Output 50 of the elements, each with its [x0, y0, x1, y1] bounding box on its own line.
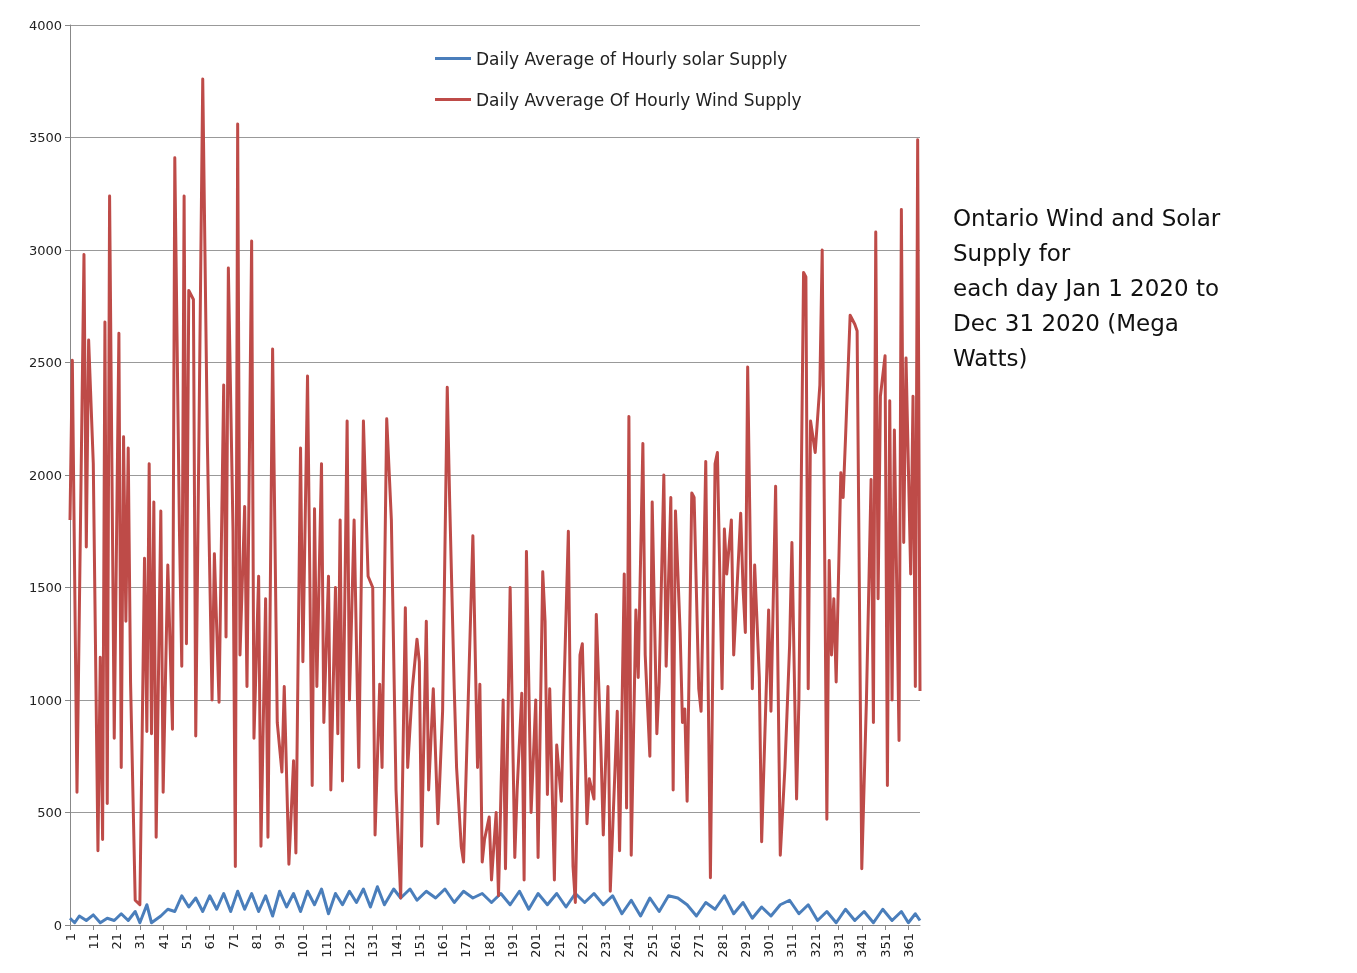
x-tick-label: 31	[132, 933, 148, 950]
y-tick-label: 4000	[28, 17, 62, 33]
x-tick-label: 231	[598, 933, 614, 958]
y-tick-label: 2000	[28, 467, 62, 483]
x-tick-label: 121	[341, 933, 357, 958]
x-tick-label: 51	[178, 933, 194, 950]
y-tick-label: 3000	[28, 242, 62, 258]
y-tick-label: 2500	[28, 355, 62, 370]
y-tick-label: 3500	[28, 130, 62, 145]
x-tick-label: 71	[225, 933, 241, 950]
x-tick-label: 191	[504, 933, 520, 958]
x-tick-label: 61	[202, 933, 218, 950]
x-tick-label: 41	[155, 933, 171, 950]
x-tick-label: 321	[807, 933, 823, 958]
x-tick-label: 211	[551, 933, 567, 958]
x-tick-label: 281	[714, 933, 730, 958]
line-series	[68, 77, 922, 907]
x-tick-label: 311	[784, 933, 800, 958]
x-tick-label: 301	[761, 933, 777, 958]
x-tick-label: 351	[877, 933, 893, 958]
y-tick-label: 0	[53, 917, 62, 933]
x-tick-label: 241	[621, 933, 637, 958]
x-tick-label: 171	[458, 933, 474, 958]
x-tick-label: 341	[854, 933, 870, 958]
x-tick-label: 91	[272, 933, 288, 950]
x-tick-label: 261	[667, 933, 683, 958]
x-tick-label: 1	[62, 933, 78, 942]
x-tick-label: 271	[691, 933, 707, 958]
x-tick-label: 251	[644, 933, 660, 958]
x-tick-label: 201	[528, 933, 544, 958]
x-tick-label: 181	[481, 933, 497, 958]
x-tick-label: 11	[85, 933, 101, 950]
text: Ontario Wind and Solar Supply for each day Jan 1 2020 to Dec 31 2020 (Mega Watts)	[953, 204, 1228, 371]
x-tick-label: 361	[900, 933, 916, 958]
x-tick-label: 161	[435, 933, 451, 958]
x-tick-label: 21	[109, 933, 125, 950]
legend-label: Daily Avverage Of Hourly Wind Supply	[476, 89, 802, 110]
x-tick-label: 141	[388, 933, 404, 958]
y-tick-label: 1000	[28, 692, 62, 708]
x-tick-label: 81	[248, 933, 264, 950]
x-tick-label: 331	[830, 933, 846, 958]
x-tick-label: 291	[737, 933, 753, 958]
x-tick-label: 221	[574, 933, 590, 958]
y-tick-label: 500	[37, 805, 62, 820]
x-tick-label: 111	[318, 933, 334, 958]
legend-label: Daily Average of Hourly solar Supply	[476, 48, 788, 69]
x-tick-label: 131	[365, 933, 381, 958]
y-tick-label: 1500	[28, 580, 62, 595]
x-tick-label: 101	[295, 933, 311, 958]
x-tick-label: 151	[411, 933, 427, 958]
